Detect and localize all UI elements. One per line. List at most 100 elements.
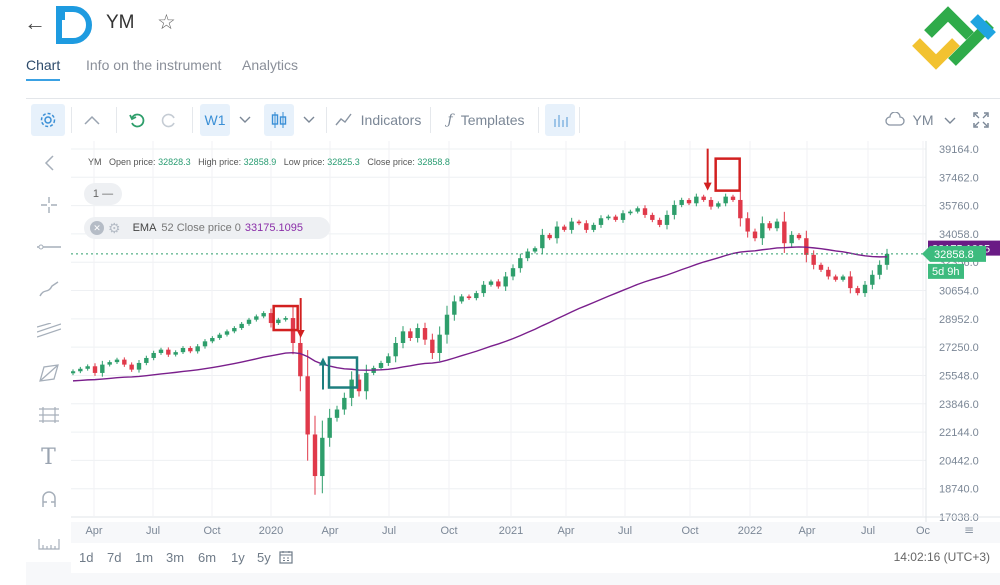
candle-body [811, 254, 816, 265]
ema-line [72, 246, 888, 382]
legend-close-label: Close price: [367, 157, 415, 167]
candle-body [210, 338, 215, 342]
legend-high-value: 32858.9 [243, 157, 277, 167]
timeframe-chevron-down-icon[interactable] [234, 99, 256, 141]
fibonacci-tool-icon[interactable] [26, 395, 71, 435]
back-arrow-icon[interactable]: ← [24, 10, 46, 35]
candle-body [136, 362, 142, 370]
legend-low-value: 32825.3 [327, 157, 360, 167]
time-tick-label: Jul [146, 525, 160, 537]
horizontal-line-icon[interactable] [26, 227, 71, 267]
legend-symbol: YM [88, 157, 102, 167]
candle-body [628, 211, 633, 214]
candle-body [78, 368, 83, 372]
tab-chart[interactable]: Chart [26, 57, 61, 81]
period-1m[interactable]: 1m [135, 549, 154, 565]
tab-analytics[interactable]: Analytics [242, 57, 299, 73]
indicator-settings-gear-icon[interactable]: ⚙ [108, 219, 121, 236]
redo-icon[interactable] [156, 99, 182, 141]
undo-icon[interactable] [124, 99, 150, 141]
period-6m[interactable]: 6m [198, 549, 217, 565]
clock-readout: 14:02:16 (UTC+3) [893, 550, 990, 564]
candle-body [554, 226, 560, 239]
collapse-left-chevron-icon[interactable] [26, 143, 71, 183]
crosshair-icon[interactable] [26, 185, 71, 225]
candle-body [723, 196, 728, 204]
collapse-chevron-up-icon[interactable] [78, 99, 106, 141]
ruler-icon[interactable] [26, 522, 71, 562]
buy-arrow-head [319, 357, 327, 366]
magnet-icon[interactable] [26, 479, 71, 519]
time-tick-label: Oct [440, 525, 457, 537]
calendar-icon[interactable] [279, 543, 293, 571]
shape-tool-icon[interactable] [26, 353, 71, 393]
candle-body [496, 281, 501, 287]
legend-close-value: 32858.8 [417, 157, 450, 167]
candle-body [701, 196, 706, 200]
candle-body [232, 328, 237, 332]
legend-open-label: Open price: [109, 157, 156, 167]
favorite-star-icon[interactable]: ☆ [157, 11, 176, 34]
candle-body [562, 226, 567, 230]
brush-tool-icon[interactable] [26, 269, 71, 309]
candle-body [745, 218, 750, 232]
period-1d[interactable]: 1d [79, 549, 94, 565]
chart-area[interactable]: 39164.0 37462.0 35760.0 34058.0 32356.0 30654… [71, 141, 1000, 537]
candle-body [393, 342, 398, 357]
candle-body [261, 313, 266, 317]
candle-body [620, 213, 626, 220]
time-tick-label: 2020 [259, 525, 283, 537]
candle-body [195, 346, 200, 352]
candle-body [789, 234, 794, 244]
candle-body [774, 221, 780, 229]
indicators-button[interactable]: Indicators [332, 99, 424, 141]
candles-type-icon[interactable] [264, 104, 294, 136]
price-chart[interactable]: 39164.037462.035760.034058.032356.030654… [71, 141, 1000, 543]
timeframe-select[interactable]: W1 [200, 104, 230, 136]
price-tick-label: 35760.0 [939, 201, 979, 213]
price-tick-label: 20442.0 [939, 455, 979, 467]
candle-body [320, 437, 325, 477]
candle-body [664, 214, 670, 225]
text-tool-icon[interactable]: T [41, 444, 56, 470]
ema-indicator-pill[interactable]: ✕ ⚙ EMA 52 Close price 0 33175.1095 [84, 217, 330, 239]
chart-toolbar: W1 Indicators ƒ Templates YM [26, 99, 1000, 142]
period-3m[interactable]: 3m [166, 549, 185, 565]
candle-body [569, 221, 574, 230]
candle-body [833, 276, 838, 280]
instrument-select[interactable]: YM [882, 99, 958, 141]
time-tick-label: 2022 [738, 525, 762, 537]
pane-toggle-pill[interactable]: 1 — [84, 183, 122, 205]
fullscreen-icon[interactable] [966, 99, 996, 141]
channel-tool-icon[interactable] [26, 311, 71, 351]
remove-indicator-icon[interactable]: ✕ [90, 221, 104, 235]
candle-body [173, 352, 178, 355]
candle-body [635, 208, 640, 212]
candle-body [679, 199, 684, 205]
cloud-icon [884, 110, 905, 129]
function-icon: ƒ [447, 112, 453, 128]
candle-body [415, 328, 420, 339]
time-tick-label: Apr [85, 525, 102, 537]
candle-body [180, 347, 186, 353]
chart-type-chevron-down-icon[interactable] [298, 99, 320, 141]
candle-body [437, 334, 442, 353]
candle-body [598, 218, 604, 225]
tab-info[interactable]: Info on the instrument [86, 57, 222, 73]
candle-body [217, 334, 222, 339]
candle-body [386, 356, 391, 363]
templates-button[interactable]: ƒ Templates [438, 99, 534, 141]
time-tick-label: Apr [557, 525, 574, 537]
candle-body [503, 276, 508, 287]
candle-body [686, 199, 692, 204]
candle-body [283, 318, 288, 320]
period-5y[interactable]: 5y [257, 549, 271, 565]
candle-body [151, 352, 156, 358]
period-7d[interactable]: 7d [107, 549, 122, 565]
volume-bars-icon[interactable] [545, 104, 575, 136]
period-1y[interactable]: 1y [231, 549, 245, 565]
settings-gear-icon[interactable] [31, 104, 65, 136]
price-tick-label: 18740.0 [939, 484, 979, 496]
candle-body [767, 223, 772, 229]
candle-body [312, 434, 318, 477]
